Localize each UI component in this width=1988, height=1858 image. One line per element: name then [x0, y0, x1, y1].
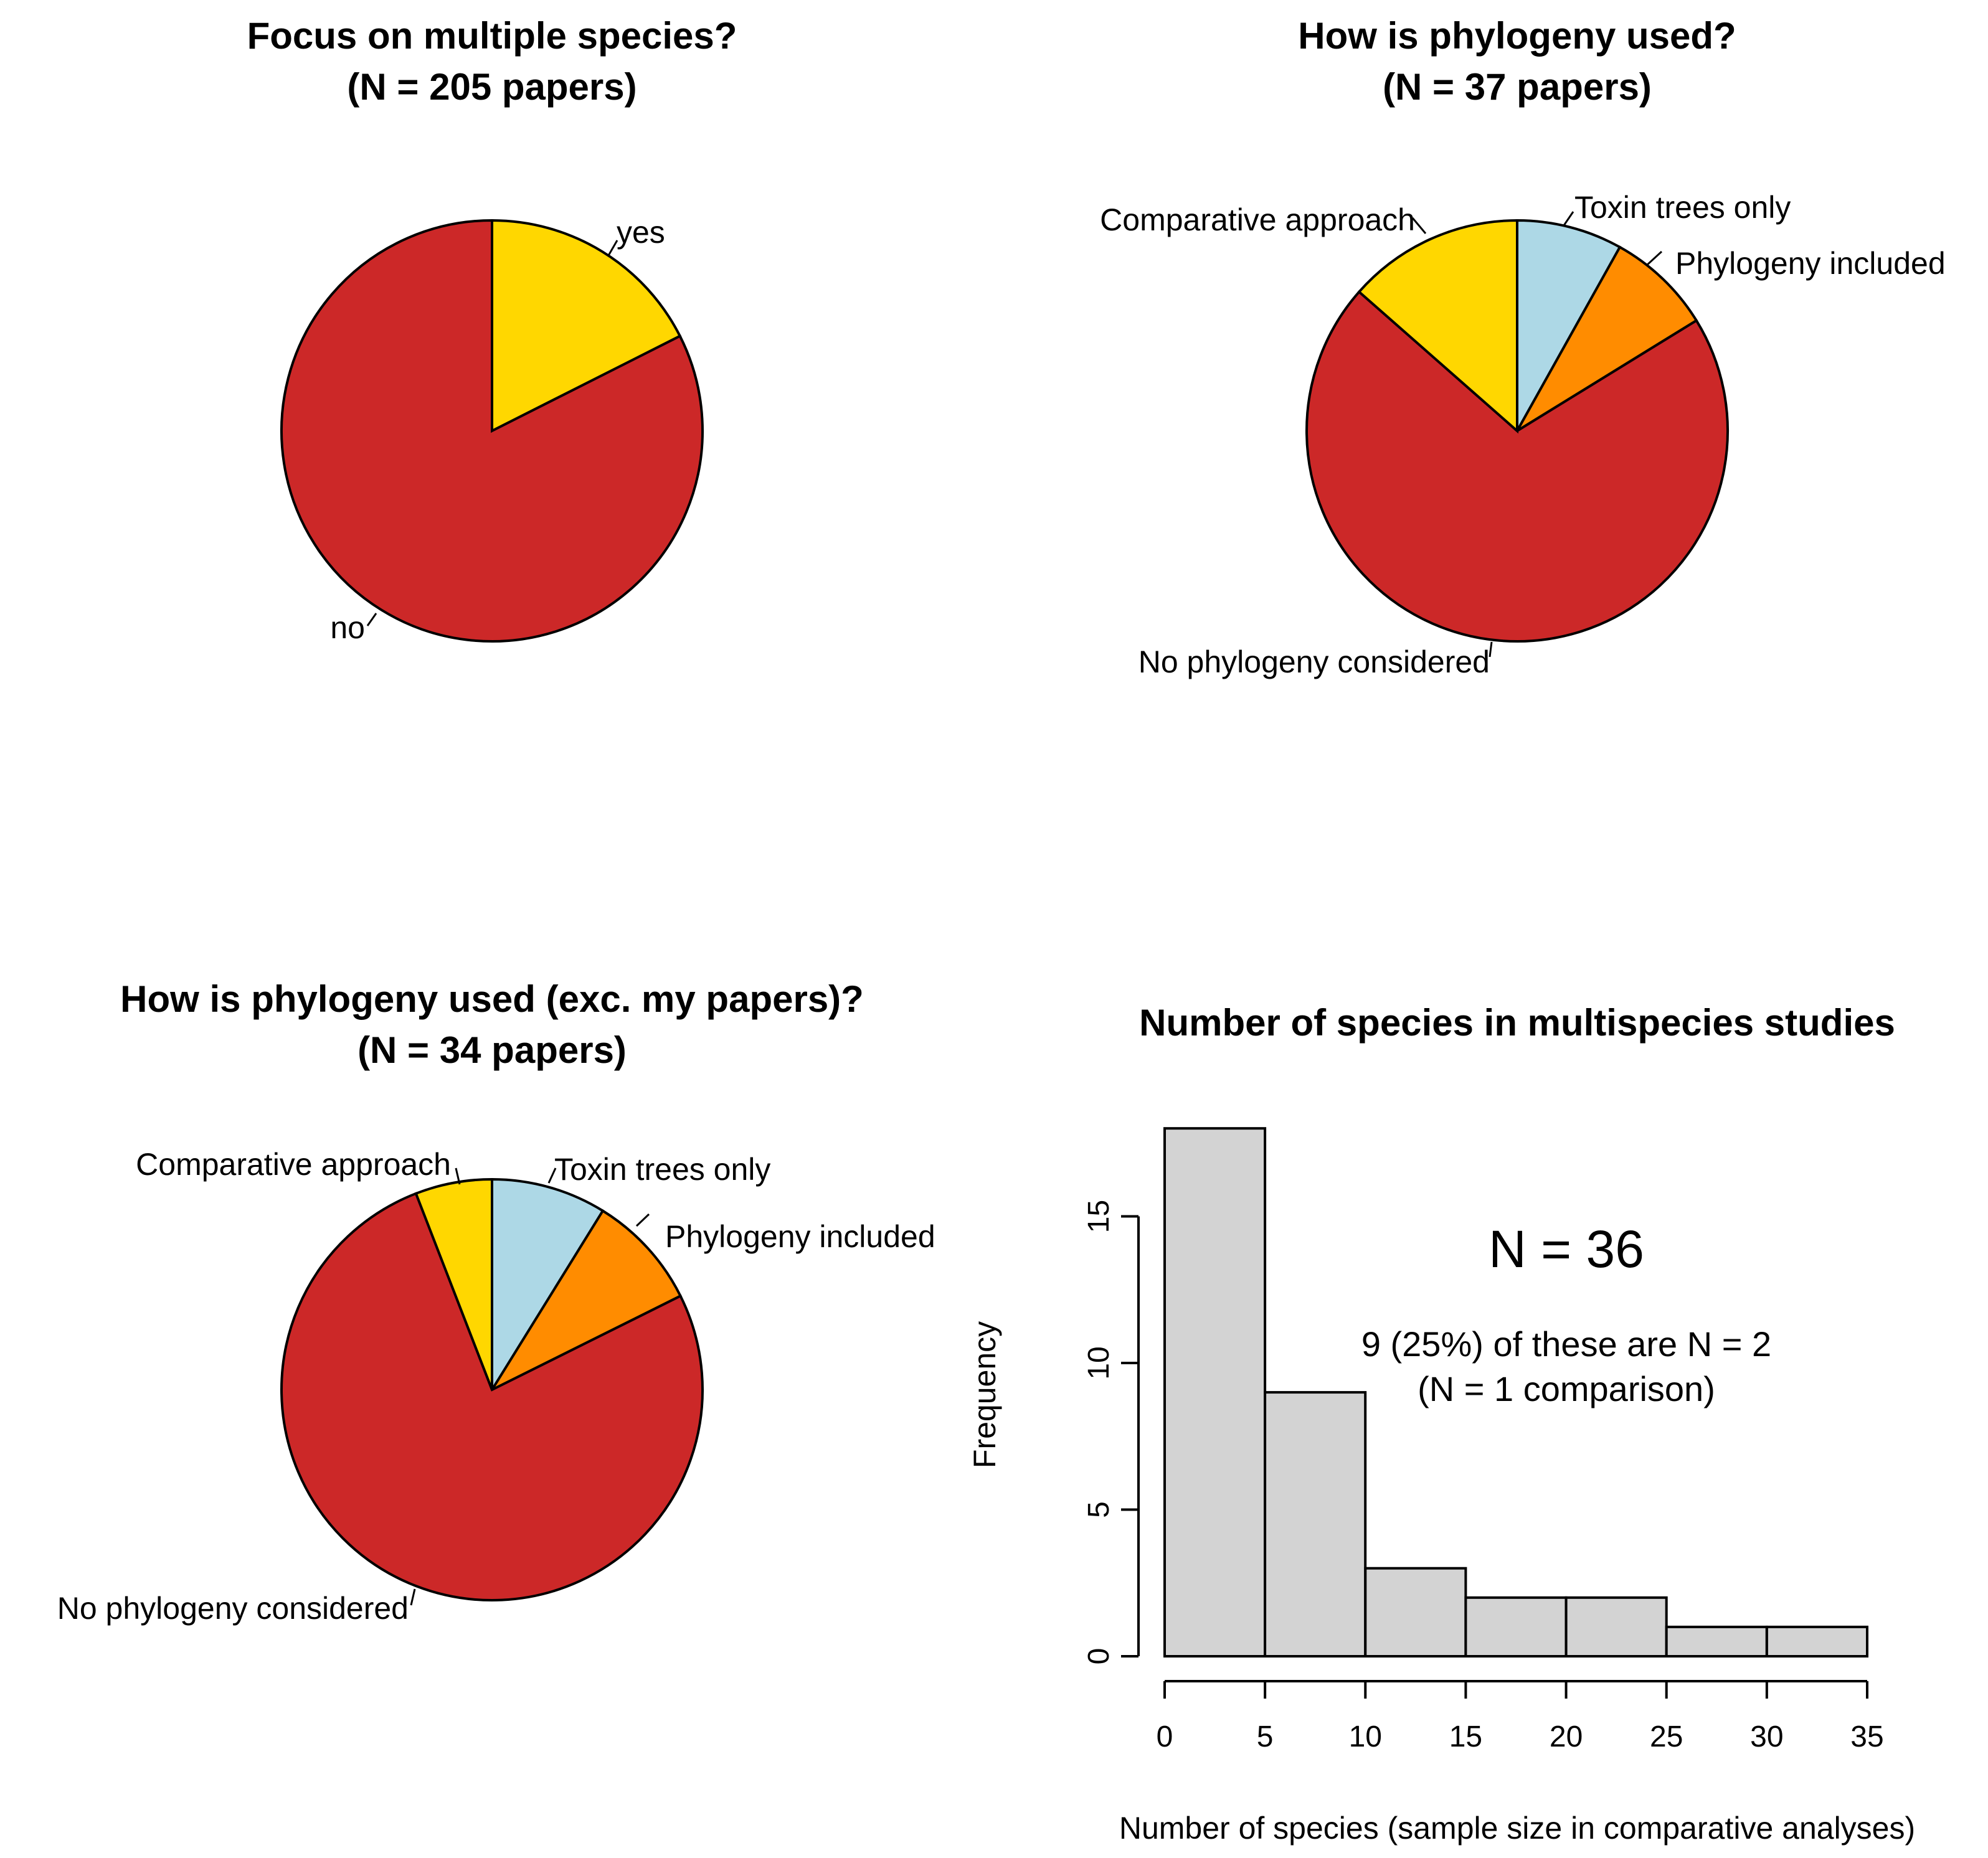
pie2-title: How is phylogeny used? [1298, 15, 1736, 57]
pie2-subtitle: (N = 37 papers) [1383, 66, 1652, 108]
pie3-label-comparative: Comparative approach [136, 1147, 451, 1182]
hist-bar-30-35 [1765, 1625, 1868, 1658]
pie3-leader-phylogeny-included [635, 1213, 650, 1227]
pie3-slice-phylogeny-included [488, 1209, 683, 1393]
pie2-label-toxin: Toxin trees only [1574, 190, 1791, 225]
pie2-slice-toxin-trees-only [1516, 219, 1622, 436]
pie3-leader-comparative [455, 1167, 461, 1185]
hist-x-tick-label: 30 [1750, 1720, 1783, 1753]
pie2-slice-phylogeny-included [1513, 245, 1698, 435]
pie2-leader-toxin [1563, 211, 1574, 226]
pie2-slice-comparative-approach [1357, 219, 1518, 434]
pie2-leader-phylogeny-included [1645, 250, 1663, 266]
pie1-labels: yes no [330, 215, 665, 645]
hist-bar-20-25 [1564, 1596, 1668, 1658]
pie3-leader-no-phylogeny [410, 1588, 416, 1606]
hist-bar-15-20 [1464, 1596, 1568, 1658]
hist-bar-25-30 [1665, 1625, 1768, 1658]
pie2-label-comparative: Comparative approach [1100, 202, 1415, 237]
pie1-slice-yes [491, 219, 682, 433]
pie3-label-no-phylogeny: No phylogeny considered [57, 1591, 409, 1626]
pie3-subtitle: (N = 34 papers) [357, 1029, 627, 1071]
histogram-panel: Number of species in multispecies studie… [967, 1002, 1915, 1846]
pie-panel-multiple-species: Focus on multiple species? (N = 205 pape… [247, 15, 737, 645]
pie3-leader-toxin [547, 1167, 557, 1184]
pie2-label-phylogeny-included: Phylogeny included [1675, 246, 1946, 281]
pie2-slice-no-phylogeny-considered [1305, 290, 1729, 643]
hist-x-tick-label: 15 [1449, 1720, 1482, 1753]
pie3-slice-toxin-trees-only [491, 1177, 605, 1395]
hist-bar-5-10 [1264, 1391, 1367, 1658]
hist-title: Number of species in multispecies studie… [1139, 1002, 1895, 1044]
pie1-label-yes: yes [617, 215, 665, 250]
pie1-label-no: no [330, 610, 365, 645]
hist-x-tick-label: 5 [1257, 1720, 1274, 1753]
pie1-leader-yes [607, 240, 618, 257]
hist-bar-0-5 [1163, 1127, 1267, 1658]
hist-annotation-n: N = 36 [1489, 1220, 1644, 1278]
hist-y-tick-label: 10 [1082, 1346, 1115, 1379]
pie2-leader-no-phylogeny [1489, 641, 1493, 658]
pie3-slice-comparative-approach [414, 1177, 493, 1390]
pie1-slice-no [280, 219, 704, 643]
pie3-label-toxin: Toxin trees only [554, 1152, 770, 1187]
hist-x-tick-label: 35 [1850, 1720, 1883, 1753]
pie3-slice-no-phylogeny-considered [280, 1192, 704, 1601]
hist-bar-10-15 [1364, 1567, 1467, 1658]
pie1-leader-no [366, 613, 377, 626]
pie3-title: How is phylogeny used (exc. my papers)? [120, 978, 864, 1020]
hist-y-tick-label: 0 [1082, 1648, 1115, 1665]
pie1-slices [280, 219, 704, 643]
pie3-labels: Toxin trees only Phylogeny included No p… [57, 1147, 935, 1626]
hist-annotation-line2: (N = 1 comparison) [1418, 1369, 1715, 1408]
hist-x-tick-label: 25 [1650, 1720, 1683, 1753]
pie1-title: Focus on multiple species? [247, 15, 737, 57]
hist-x-tick-label: 20 [1550, 1720, 1583, 1753]
hist-bars [1163, 1127, 1868, 1658]
hist-x-tick-label: 0 [1157, 1720, 1173, 1753]
hist-ylabel: Frequency [967, 1321, 1002, 1468]
hist-y-tick-label: 5 [1082, 1501, 1115, 1518]
hist-x-tick-label: 10 [1349, 1720, 1382, 1753]
pie2-leader-comparative [1411, 217, 1427, 234]
hist-x-axis: 0 5 10 15 20 25 30 35 [1157, 1680, 1884, 1753]
hist-y-axis: 0 5 10 15 [1082, 1200, 1140, 1665]
pie3-label-phylogeny-included: Phylogeny included [665, 1219, 935, 1254]
pie2-label-no-phylogeny: No phylogeny considered [1138, 644, 1490, 679]
hist-annotation-line1: 9 (25%) of these are N = 2 [1361, 1324, 1771, 1364]
pie-panel-phylogeny-used-exc: How is phylogeny used (exc. my papers)? … [57, 978, 935, 1626]
pie-panel-phylogeny-used: How is phylogeny used? (N = 37 papers) T… [1100, 15, 1946, 679]
hist-y-tick-label: 15 [1082, 1200, 1115, 1233]
hist-xlabel: Number of species (sample size in compar… [1119, 1811, 1915, 1846]
pie2-labels: Toxin trees only Phylogeny included No p… [1100, 190, 1946, 679]
pie2-slices [1305, 219, 1729, 643]
pie3-slices [280, 1177, 704, 1601]
pie1-subtitle: (N = 205 papers) [347, 66, 637, 108]
